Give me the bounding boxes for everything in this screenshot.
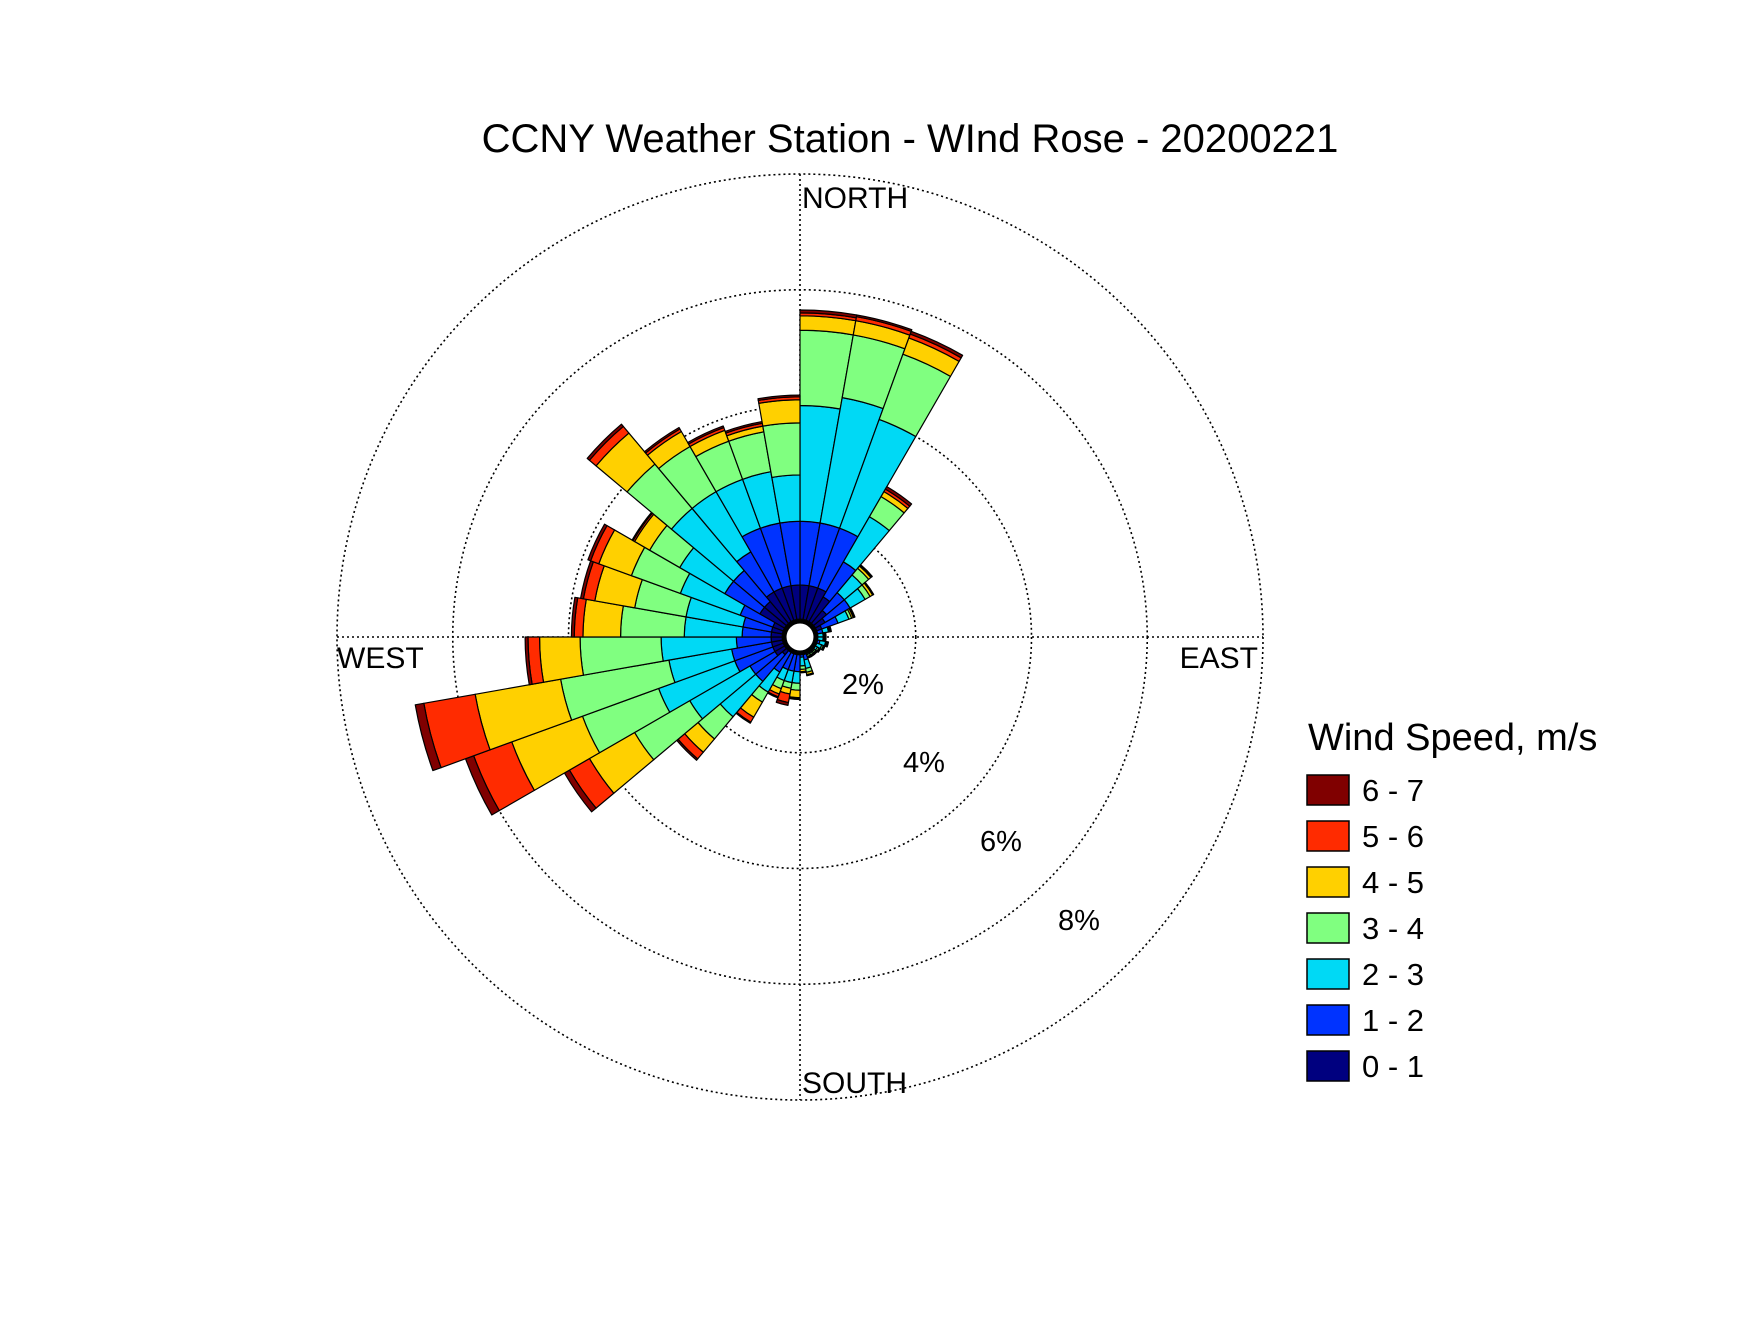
wedge-295-bin-6 [587,523,608,562]
wedge-115-bin-6 [821,645,826,651]
wedge-175-bin-2 [799,656,806,667]
legend-title: Wind Speed, m/s [1308,717,1597,759]
legend-swatch-6 [1306,1050,1350,1082]
wedge-105-bin-6 [826,641,830,648]
sector-295 [587,523,789,633]
wedge-45-bin-6 [859,564,873,578]
sector-355 [757,394,801,624]
ring-label-2: 4% [903,747,945,779]
sector-335 [687,425,796,626]
ring-labels: 2% 4% 6% 8% [842,669,1100,937]
wedge-175-bin-6 [799,671,807,674]
wedge-85-bin-6 [824,631,827,638]
sector-315 [586,423,792,629]
wedge-165-bin-6 [806,672,815,677]
grid-ring-1 [683,520,917,754]
wedge-355-bin-4 [758,399,801,427]
wedge-195-bin-6 [775,698,790,706]
sector-55 [810,581,875,631]
legend-label-0: 6 - 7 [1362,773,1424,808]
wedge-265-bin-4 [538,636,585,683]
ring-label-3: 6% [980,826,1022,858]
sector-225 [676,645,792,761]
chart-title: CCNY Weather Station - WInd Rose - 20200… [482,117,1339,161]
legend-swatch-4 [1306,958,1350,990]
legend-label-1: 5 - 6 [1362,819,1424,854]
legend-label-4: 2 - 3 [1362,957,1424,992]
legend-swatch-2 [1306,866,1350,898]
wedge-55-bin-6 [864,581,875,596]
wedge-15-bin-6 [855,314,913,332]
legend-swatch-3 [1306,912,1350,944]
wedge-315-bin-6 [586,423,624,461]
legend-swatch-0 [1306,774,1350,806]
wedge-265-bin-6 [524,636,533,686]
wedge-35-bin-6 [884,486,913,507]
wedge-75-bin-6 [828,625,832,633]
legend-label-5: 1 - 2 [1362,1003,1424,1038]
legend: Wind Speed, m/s 6 - 7 5 - 6 4 - 5 3 - 4 2 - … [1306,717,1597,1084]
legend-label-2: 4 - 5 [1362,865,1424,900]
hub-center [786,623,814,651]
sector-325 [643,426,794,627]
sector-285 [579,560,788,636]
wedge-355-bin-6 [757,394,801,402]
ring-label-4: 8% [1058,905,1100,937]
ring-label-1: 2% [842,669,884,701]
west-label: WEST [337,642,424,675]
sector-275 [570,596,787,638]
sector-65 [811,607,856,633]
sector-15 [801,314,913,625]
wedge-335-bin-6 [687,425,725,445]
south-label: SOUTH [802,1067,907,1100]
wedge-65-bin-6 [849,607,856,618]
wedge-125-bin-6 [817,647,822,653]
legend-swatch-1 [1306,820,1350,852]
wedge-255-bin-6 [414,702,442,772]
wedge-325-bin-6 [643,426,681,454]
center-hub [781,618,819,656]
legend-swatch-5 [1306,1004,1350,1036]
legend-label-6: 0 - 1 [1362,1049,1424,1084]
east-label: EAST [1180,642,1258,675]
sector-35 [806,486,913,627]
sector-345 [724,420,799,625]
sector-25 [804,330,964,626]
north-label: NORTH [802,182,908,215]
wedge-275-bin-6 [570,596,579,638]
legend-label-3: 3 - 4 [1362,911,1424,946]
wind-sectors [414,309,964,816]
sector-235 [563,643,790,813]
wedge-25-bin-6 [909,330,964,359]
